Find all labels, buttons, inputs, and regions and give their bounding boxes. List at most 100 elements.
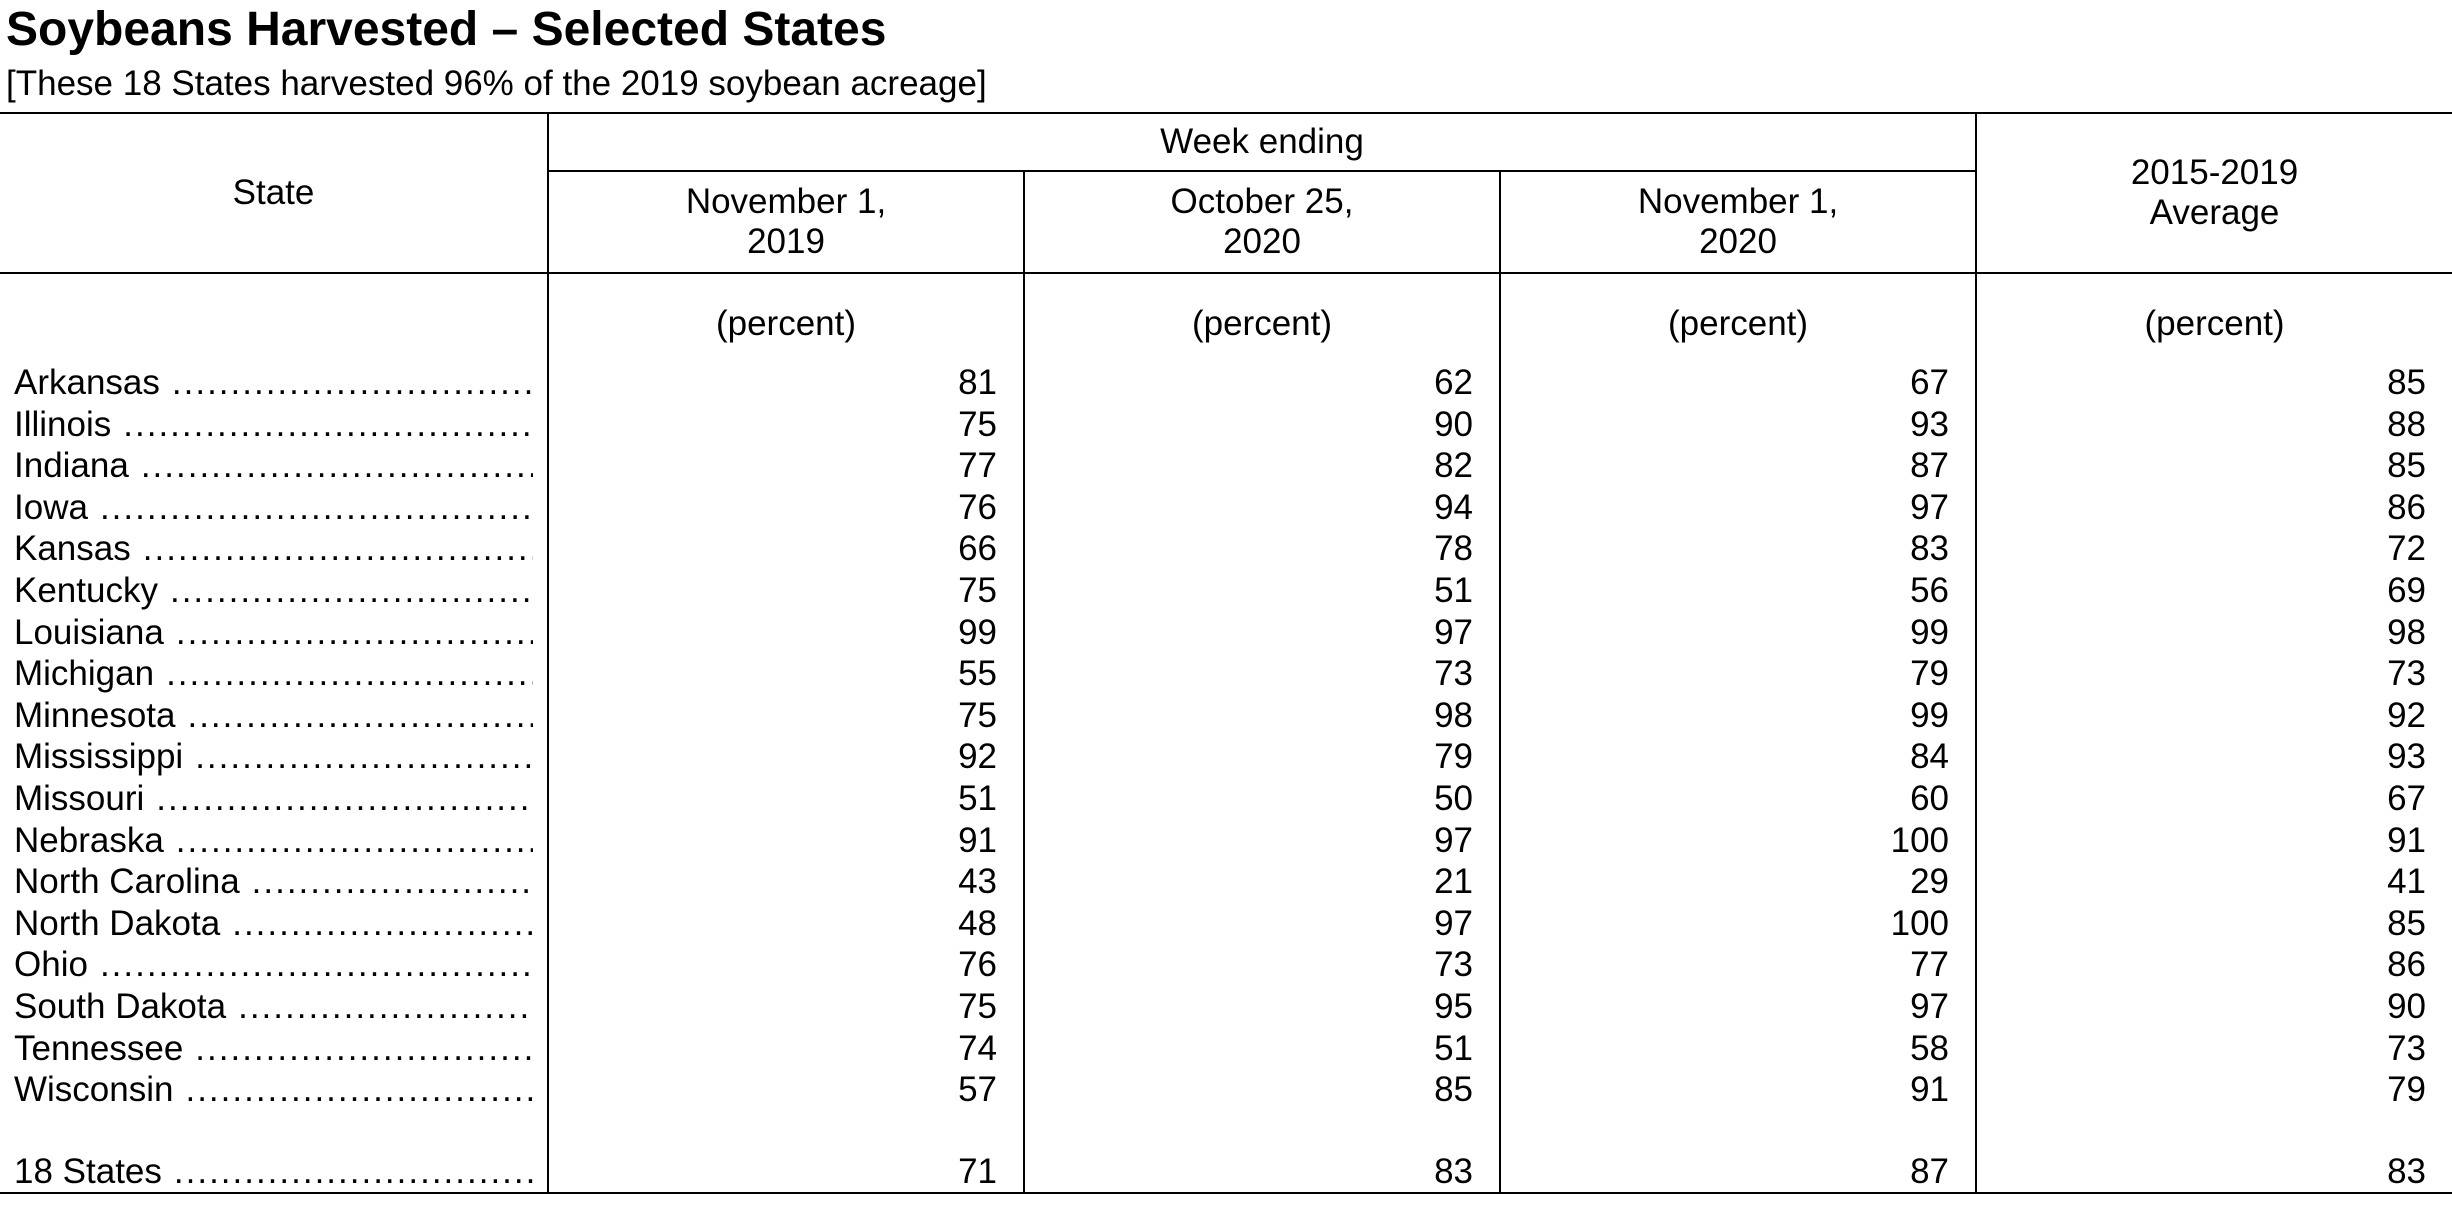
- state-cell-content: Ohio....................................…: [14, 944, 533, 986]
- dot-leader: ........................................…: [173, 1151, 533, 1191]
- col-oct25-2020-line1: October 25,: [1170, 182, 1354, 221]
- dot-leader: ........................................…: [99, 487, 533, 527]
- value-oct25-2020: 78: [1023, 528, 1500, 570]
- value-average: 79: [1975, 1069, 2452, 1111]
- value-nov1-2019: 92: [547, 736, 1024, 778]
- value-nov1-2019: 77: [547, 445, 1024, 487]
- value-average: 86: [1975, 944, 2452, 986]
- table-row: Tennessee...............................…: [0, 1027, 2452, 1070]
- value-nov1-2019: 74: [547, 1027, 1024, 1070]
- col-nov1-2020-line2: 2020: [1699, 222, 1777, 261]
- value-average: 92: [1975, 694, 2452, 737]
- table-row: Kansas..................................…: [0, 528, 2452, 570]
- table-row: Louisiana...............................…: [0, 611, 2452, 654]
- state-cell: Mississippi.............................…: [0, 736, 548, 778]
- value-oct25-2020: 73: [1023, 653, 1500, 695]
- value-average: 85: [1975, 445, 2452, 487]
- state-cell-content: Iowa....................................…: [14, 487, 533, 529]
- value-average: 69: [1975, 569, 2452, 612]
- value-average: 85: [1975, 362, 2452, 404]
- state-name: Illinois: [14, 404, 112, 444]
- value-nov1-2020: 67: [1498, 362, 1977, 404]
- state-name: Mississippi: [14, 737, 184, 777]
- dot-leader: ........................................…: [175, 820, 533, 860]
- value-nov1-2019: 48: [547, 902, 1024, 945]
- state-name: Wisconsin: [14, 1070, 174, 1110]
- state-name: Minnesota: [14, 695, 176, 735]
- value-nov1-2019: 76: [547, 944, 1024, 986]
- table-row: Wisconsin...............................…: [0, 1069, 2452, 1111]
- value-average: 72: [1975, 528, 2452, 570]
- dot-leader: ........................................…: [195, 1028, 533, 1068]
- state-name: North Carolina: [14, 862, 240, 902]
- value-average: 85: [1975, 902, 2452, 945]
- state-cell-content: Nebraska................................…: [14, 820, 533, 862]
- state-name: Iowa: [14, 487, 88, 527]
- state-cell-content: Arkansas................................…: [14, 362, 533, 404]
- value-oct25-2020: 97: [1023, 611, 1500, 654]
- state-name: Kansas: [14, 529, 131, 569]
- value-oct25-2020: 73: [1023, 944, 1500, 986]
- unit-cell-oct25-2020: (percent): [1023, 273, 1500, 362]
- state-name: Ohio: [14, 945, 88, 985]
- value-nov1-2020: 56: [1498, 569, 1977, 612]
- state-cell-content: Minnesota...............................…: [14, 695, 533, 737]
- state-cell: Illinois................................…: [0, 404, 548, 446]
- state-cell-content: South Dakota............................…: [14, 986, 533, 1028]
- col-oct25-2020-line2: 2020: [1223, 222, 1301, 261]
- page-subtitle: [These 18 States harvested 96% of the 20…: [6, 64, 987, 103]
- dot-leader: ........................................…: [99, 945, 533, 985]
- value-nov1-2020: 87: [1498, 1150, 1977, 1195]
- col-nov1-2019-header: November 1, 2019: [547, 171, 1024, 274]
- week-ending-header: Week ending: [546, 112, 1977, 172]
- value-nov1-2020: 77: [1498, 944, 1977, 986]
- spacer-cell: [0, 1111, 548, 1151]
- table-row: Nebraska................................…: [0, 819, 2452, 862]
- state-name: Nebraska: [14, 820, 164, 860]
- state-name: Indiana: [14, 446, 129, 486]
- value-nov1-2019: 71: [547, 1150, 1024, 1195]
- average-column-header: 2015-2019 Average: [1975, 112, 2452, 274]
- dot-leader: ........................................…: [171, 363, 533, 402]
- value-oct25-2020: 79: [1023, 736, 1500, 778]
- value-average: 67: [1975, 777, 2452, 820]
- table-row: Iowa....................................…: [0, 486, 2452, 529]
- state-cell-content: Illinois................................…: [14, 404, 533, 446]
- value-nov1-2020: 60: [1498, 777, 1977, 820]
- dot-leader: ........................................…: [123, 404, 533, 444]
- state-cell-content: Indiana.................................…: [14, 445, 533, 487]
- col-nov1-2019-line1: November 1,: [685, 182, 887, 221]
- state-name: Kentucky: [14, 570, 158, 610]
- value-average: 98: [1975, 611, 2452, 654]
- spacer-row: [0, 1110, 2452, 1151]
- average-header-line1: 2015-2019: [2130, 153, 2299, 192]
- value-nov1-2020: 93: [1498, 403, 1977, 446]
- value-nov1-2020: 87: [1498, 445, 1977, 487]
- value-oct25-2020: 94: [1023, 486, 1500, 529]
- dot-leader: ........................................…: [238, 986, 533, 1026]
- value-nov1-2019: 75: [547, 403, 1024, 446]
- table-row: Arkansas................................…: [0, 362, 2452, 404]
- value-nov1-2019: 57: [547, 1069, 1024, 1111]
- state-name: Louisiana: [14, 612, 164, 652]
- col-oct25-2020-header: October 25, 2020: [1023, 171, 1500, 274]
- value-oct25-2020: 97: [1023, 902, 1500, 945]
- value-average: 88: [1975, 403, 2452, 446]
- dot-leader: ........................................…: [195, 737, 533, 777]
- dot-leader: ........................................…: [232, 903, 533, 943]
- value-oct25-2020: 83: [1023, 1150, 1500, 1195]
- value-nov1-2020: 84: [1498, 736, 1977, 778]
- table-row: Indiana.................................…: [0, 445, 2452, 487]
- value-average: 91: [1975, 819, 2452, 862]
- value-nov1-2020: 83: [1498, 528, 1977, 570]
- state-cell: Minnesota...............................…: [0, 695, 548, 737]
- state-cell: Louisiana...............................…: [0, 612, 548, 654]
- dot-leader: ........................................…: [175, 612, 533, 652]
- unit-cell-nov1-2020: (percent): [1498, 273, 1977, 362]
- state-name: Michigan: [14, 654, 155, 694]
- value-nov1-2019: 55: [547, 653, 1024, 695]
- state-cell: South Dakota............................…: [0, 986, 548, 1028]
- value-nov1-2020: 100: [1498, 902, 1977, 945]
- value-nov1-2019: 75: [547, 694, 1024, 737]
